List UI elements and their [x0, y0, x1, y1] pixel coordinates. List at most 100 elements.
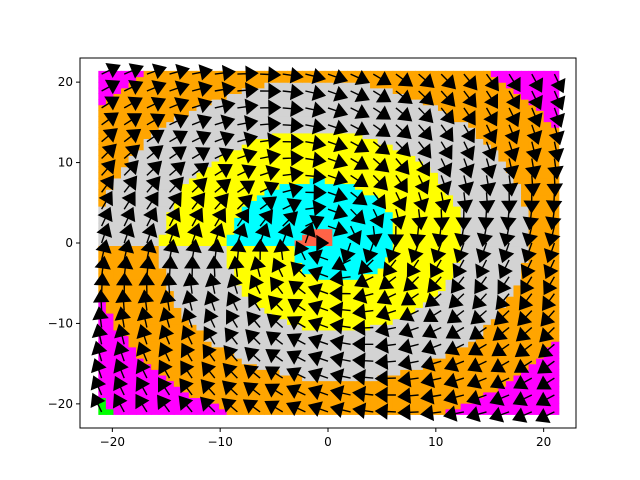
- region-tile-orange: [204, 358, 213, 365]
- region-tile-yellow: [400, 239, 409, 247]
- region-tile-lightgray: [143, 149, 152, 156]
- region-tile-magenta: [551, 121, 560, 128]
- region-tile-lightgray: [241, 138, 250, 145]
- region-tile-lightgray: [339, 341, 349, 348]
- region-tile-lightgray: [513, 217, 522, 224]
- region-tile-lightgray: [475, 149, 484, 156]
- region-tile-lightgray: [173, 155, 182, 162]
- region-tile-yellow: [324, 132, 333, 140]
- region-tile-lightgray: [468, 296, 477, 303]
- quiver-arrow: [541, 293, 557, 311]
- quiver-arrow: [92, 306, 109, 328]
- region-tile-lightgray: [490, 267, 499, 275]
- quiver-arrow: [329, 318, 351, 335]
- quiver-arrow: [113, 358, 129, 379]
- region-tile-lightgray: [415, 318, 424, 325]
- region-tile-orange: [294, 76, 303, 83]
- region-tile-lightgray: [136, 217, 145, 224]
- region-tile-orange: [460, 346, 469, 353]
- region-tile-lightgray: [468, 211, 477, 218]
- region-tile-orange: [445, 70, 454, 78]
- region-tile-orange: [498, 110, 507, 117]
- quiver-arrow: [527, 90, 543, 111]
- region-tile-orange: [136, 121, 145, 128]
- quiver-arrow: [91, 340, 108, 362]
- quiver-arrow: [502, 158, 520, 180]
- region-tile-magenta: [528, 380, 537, 387]
- region-tile-orange: [543, 324, 552, 331]
- region-tile-orange: [211, 352, 220, 359]
- quiver-arrow: [158, 377, 172, 396]
- region-tile-orange: [196, 363, 205, 370]
- region-tile-orange: [543, 149, 552, 156]
- region-tile-orange: [173, 341, 182, 348]
- region-tile-lightgray: [287, 358, 296, 365]
- quiver-arrow: [352, 303, 374, 320]
- region-tile-orange: [430, 93, 439, 100]
- quiver-arrow: [436, 175, 452, 196]
- region-tile-lightgray: [166, 127, 175, 134]
- region-tile-yellow: [422, 234, 432, 241]
- quiver-arrow: [352, 402, 374, 419]
- region-tile-cyan: [317, 262, 326, 269]
- region-tile-magenta: [166, 386, 175, 393]
- quiver-arrow: [249, 274, 264, 295]
- region-tile-lightgray: [188, 307, 198, 314]
- region-tile-lightgray: [324, 374, 333, 382]
- region-tile-lightgray: [505, 211, 515, 218]
- region-tile-orange: [551, 262, 560, 269]
- quiver-arrow: [99, 175, 115, 193]
- region-tile-yellow: [422, 211, 432, 218]
- quiver-arrow: [497, 276, 512, 295]
- quiver-arrow: [265, 348, 284, 364]
- region-tile-yellow: [445, 194, 454, 201]
- region-tile-yellow: [430, 228, 439, 235]
- quiver-arrow: [160, 272, 178, 294]
- region-tile-magenta: [113, 352, 122, 359]
- region-tile-lightgray: [505, 194, 515, 201]
- quiver-arrow: [229, 238, 247, 260]
- x-tick-label: 10: [428, 435, 443, 449]
- region-tile-magenta: [105, 352, 115, 359]
- quiver-arrow: [372, 88, 392, 103]
- region-tile-cyan: [317, 256, 326, 263]
- region-tile-orange: [551, 318, 560, 325]
- region-tile-lightgray: [490, 228, 499, 235]
- region-tile-yellow: [226, 160, 235, 168]
- region-tile-lightgray: [483, 301, 492, 308]
- region-tile-lightgray: [166, 183, 175, 190]
- region-tile-yellow: [407, 273, 416, 280]
- region-tile-magenta: [513, 386, 522, 393]
- region-tile-lightgray: [136, 155, 145, 162]
- region-tile-orange: [158, 76, 167, 83]
- region-tile-lightgray: [415, 307, 424, 314]
- region-tile-yellow: [302, 279, 311, 286]
- region-tile-lightgray: [196, 256, 205, 263]
- region-tile-yellow: [377, 189, 386, 196]
- region-tile-cyan: [324, 217, 333, 224]
- region-tile-lightgray: [226, 110, 235, 117]
- quiver-arrow: [169, 130, 188, 145]
- region-tile-orange: [422, 70, 432, 78]
- quiver-arrow: [282, 83, 304, 101]
- region-tile-lightgray: [173, 284, 182, 292]
- quiver-arrow: [181, 307, 197, 328]
- region-tile-magenta: [166, 403, 175, 410]
- quiver-arrow: [180, 342, 196, 362]
- region-tile-lightgray: [302, 335, 311, 342]
- region-tile-orange: [151, 296, 160, 303]
- region-tile-orange: [460, 386, 469, 393]
- region-tile-yellow: [347, 312, 356, 320]
- region-tile-lightgray: [460, 121, 469, 128]
- region-tile-orange: [551, 307, 560, 314]
- region-tile-orange: [181, 76, 190, 83]
- quiver-arrow: [307, 384, 329, 401]
- region-tile-yellow: [400, 262, 409, 269]
- region-tile-yellow: [219, 189, 228, 196]
- region-tile-lightgray: [437, 341, 447, 348]
- quiver-arrow: [237, 82, 259, 99]
- region-tile-yellow: [271, 307, 281, 314]
- region-tile-yellow: [422, 296, 432, 303]
- region-tile-orange: [105, 279, 115, 286]
- region-tile-orange: [400, 70, 409, 78]
